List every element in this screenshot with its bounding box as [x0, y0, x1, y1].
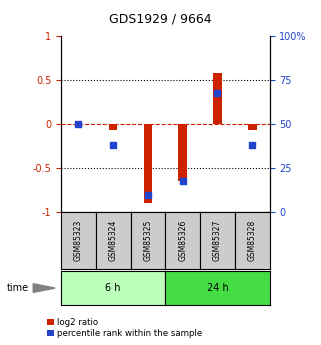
Text: GSM85323: GSM85323 [74, 220, 83, 261]
Point [180, 178, 185, 183]
Legend: log2 ratio, percentile rank within the sample: log2 ratio, percentile rank within the s… [46, 317, 203, 339]
Bar [109, 124, 117, 130]
Text: GSM85328: GSM85328 [248, 220, 257, 261]
Bar [213, 73, 222, 124]
Bar [248, 124, 256, 130]
Polygon shape [33, 284, 55, 293]
Text: GSM85327: GSM85327 [213, 220, 222, 261]
Text: GSM85324: GSM85324 [108, 220, 118, 261]
Bar [178, 124, 187, 181]
Point [145, 192, 151, 197]
Text: GSM85326: GSM85326 [178, 220, 187, 261]
Text: 24 h: 24 h [207, 283, 228, 293]
Text: GSM85325: GSM85325 [143, 220, 152, 261]
Point [250, 142, 255, 148]
Point [215, 90, 220, 95]
Point [76, 121, 81, 127]
Text: GDS1929 / 9664: GDS1929 / 9664 [109, 12, 212, 25]
Bar [143, 124, 152, 203]
Text: time: time [6, 283, 29, 293]
Text: 6 h: 6 h [105, 283, 121, 293]
Point [110, 142, 116, 148]
